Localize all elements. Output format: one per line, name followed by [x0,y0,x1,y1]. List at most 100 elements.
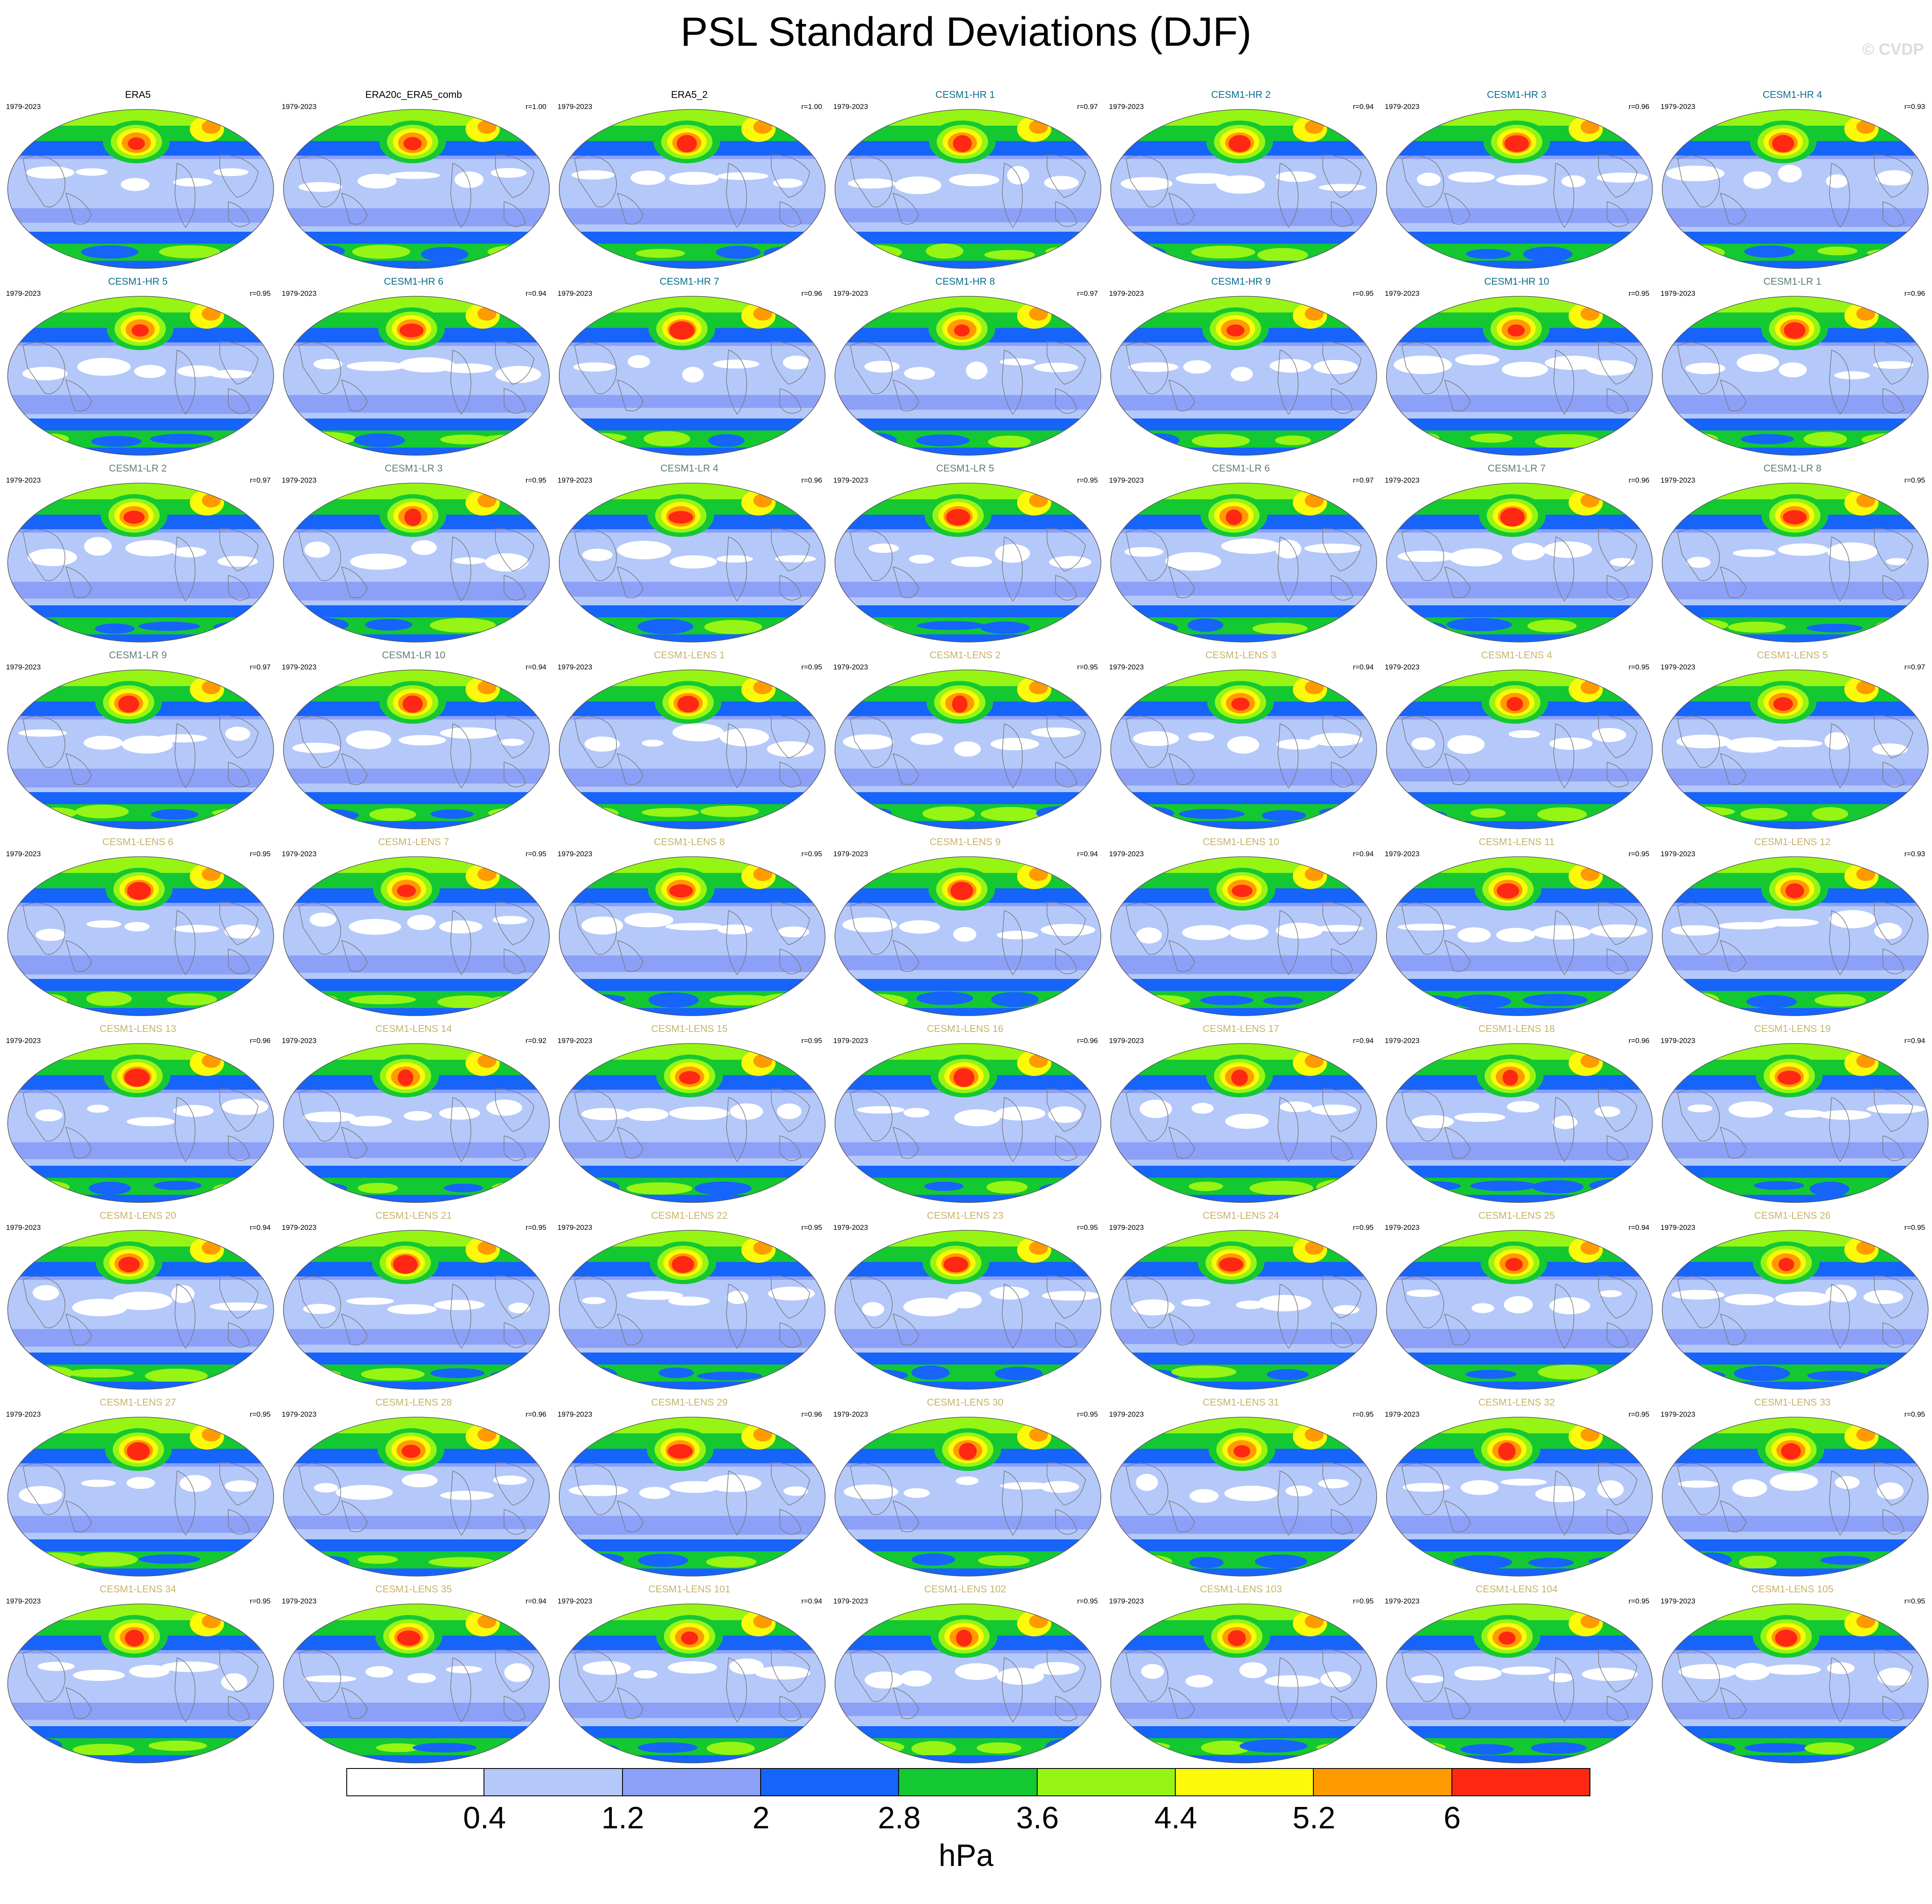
panel-title: CESM1-LR 1 [1763,276,1822,287]
map-panel: ERA20c_ERA5_comb 1979-2023 r=1.00 [276,89,552,275]
panel-correlation: r=0.94 [1353,663,1374,671]
world-map-field [559,296,826,456]
panel-correlation: r=0.96 [1904,289,1925,298]
panel-years: 1979-2023 [1661,1223,1696,1232]
panel-map [6,1415,275,1580]
panel-years: 1979-2023 [833,103,868,111]
panel-map [1109,1229,1378,1393]
panel-map [1109,295,1378,459]
map-panel: CESM1-LENS 2 1979-2023 r=0.95 [827,649,1103,836]
panel-correlation: r=0.95 [1628,663,1649,671]
panel-map [833,295,1103,459]
panel-correlation: r=0.95 [250,1597,271,1605]
panel-map [1661,1415,1930,1580]
colorbar-swatch [1037,1768,1176,1796]
panel-years: 1979-2023 [557,1037,593,1045]
panel-correlation: r=1.00 [525,103,546,111]
panel-map [282,108,551,272]
panel-years: 1979-2023 [1385,1410,1420,1418]
panel-title: CESM1-LENS 25 [1478,1210,1555,1221]
panel-title: CESM1-LR 5 [936,463,994,474]
world-map-field [559,856,826,1016]
panel-title: ERA20c_ERA5_comb [365,89,462,100]
world-map-field [7,109,274,269]
map-panel: CESM1-HR 7 1979-2023 r=0.96 [552,276,827,462]
map-panel: CESM1-LENS 101 1979-2023 r=0.94 [552,1583,827,1770]
panel-correlation: r=0.95 [1628,850,1649,858]
colorbar-tick-label: 0.4 [463,1801,506,1835]
panel-correlation: r=0.94 [525,663,546,671]
map-panel: CESM1-LENS 29 1979-2023 r=0.96 [552,1397,827,1583]
map-panel: CESM1-LENS 23 1979-2023 r=0.95 [827,1210,1103,1396]
panel-correlation: r=0.95 [525,1223,546,1232]
panel-years: 1979-2023 [833,1223,868,1232]
panel-years: 1979-2023 [833,476,868,484]
colorbar-tick-label: 5.2 [1292,1801,1336,1835]
map-panel: CESM1-LENS 34 1979-2023 r=0.95 [0,1583,276,1770]
panel-map [557,1042,827,1206]
panel-map [282,1229,551,1393]
world-map-field [1386,483,1653,643]
panel-years: 1979-2023 [1109,476,1144,484]
world-map-field [835,109,1101,269]
map-panel: CESM1-LENS 5 1979-2023 r=0.97 [1655,649,1930,836]
panel-years: 1979-2023 [1109,663,1144,671]
map-panel: CESM1-LR 10 1979-2023 r=0.94 [276,649,552,836]
map-panel: CESM1-LENS 28 1979-2023 r=0.96 [276,1397,552,1583]
panel-map [1661,108,1930,272]
panel-years: 1979-2023 [6,1410,41,1418]
world-map-field [1662,1230,1929,1390]
world-map-field [283,669,550,829]
panel-map [1109,668,1378,833]
panel-correlation: r=0.96 [1628,476,1649,484]
colorbar-tick-label: 3.6 [1016,1801,1059,1835]
world-map-field [1110,109,1377,269]
panel-map [282,1602,551,1767]
panel-correlation: r=0.94 [250,1223,271,1232]
world-map-field [1662,856,1929,1016]
map-panel: CESM1-HR 2 1979-2023 r=0.94 [1103,89,1379,275]
map-panel: CESM1-LENS 35 1979-2023 r=0.94 [276,1583,552,1770]
map-panel: CESM1-LENS 12 1979-2023 r=0.93 [1655,836,1930,1023]
world-map-field [559,1417,826,1577]
panel-map [1661,295,1930,459]
panel-map [6,481,275,646]
map-panel: CESM1-LENS 13 1979-2023 r=0.96 [0,1023,276,1209]
world-map-field [7,483,274,643]
panel-years: 1979-2023 [282,1037,317,1045]
panel-years: 1979-2023 [833,289,868,298]
panel-map [1385,855,1654,1020]
panel-correlation: r=1.00 [801,103,822,111]
panel-title: CESM1-LENS 101 [648,1583,731,1595]
world-map-field [835,1043,1101,1203]
world-map-field [1662,483,1929,643]
panel-map [1661,1229,1930,1393]
panel-title: CESM1-LR 4 [660,463,719,474]
panel-title: CESM1-LR 8 [1763,463,1822,474]
panel-years: 1979-2023 [282,663,317,671]
panel-map [1385,295,1654,459]
panel-correlation: r=0.94 [1904,1037,1925,1045]
panel-title: CESM1-LENS 24 [1203,1210,1279,1221]
panel-correlation: r=0.96 [250,1037,271,1045]
panel-correlation: r=0.95 [250,850,271,858]
panel-years: 1979-2023 [1661,103,1696,111]
colorbar-swatch [346,1768,485,1796]
world-map-field [1386,1417,1653,1577]
panel-years: 1979-2023 [557,1223,593,1232]
colorbar-swatch [1176,1768,1314,1796]
world-map-field [835,1603,1101,1763]
panel-map [1385,108,1654,272]
panel-title: CESM1-LENS 6 [102,836,174,847]
panel-map [1109,1415,1378,1580]
map-panel: CESM1-LR 3 1979-2023 r=0.95 [276,463,552,649]
panel-map [282,1042,551,1206]
world-map-field [559,109,826,269]
panel-title: CESM1-LENS 3 [1205,649,1277,660]
world-map-field [7,1043,274,1203]
panel-title: CESM1-LENS 34 [100,1583,176,1595]
panel-years: 1979-2023 [6,476,41,484]
panel-years: 1979-2023 [833,1037,868,1045]
panel-map [1109,481,1378,646]
panel-title: CESM1-HR 8 [935,276,995,287]
